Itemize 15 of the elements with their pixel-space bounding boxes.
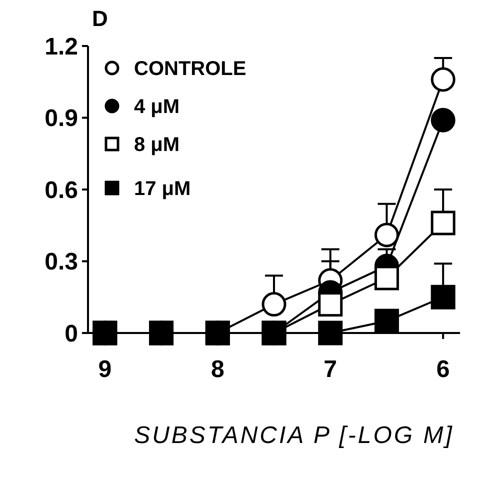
- x-axis-title: SUBSTANCIA P [-LOG M]: [134, 422, 454, 449]
- x-tick-label: 6: [436, 356, 450, 383]
- y-tick-label: 0.3: [44, 248, 78, 276]
- text: D: [92, 6, 108, 31]
- legend-label: 4 μM: [134, 96, 180, 118]
- legend-label: CONTROLE: [134, 58, 246, 80]
- y-tick-label: 0.6: [44, 176, 78, 204]
- y-tick-label: 1.2: [44, 33, 78, 60]
- x-tick-label: 9: [98, 356, 112, 383]
- y-tick-label: 0.9: [44, 105, 78, 132]
- legend-label: 8 μM: [134, 134, 180, 156]
- x-tick-label: 8: [210, 356, 224, 383]
- x-tick-label: 7: [324, 356, 338, 383]
- legend-label: 17 μM: [134, 178, 191, 200]
- y-tick-label: 0: [64, 320, 78, 348]
